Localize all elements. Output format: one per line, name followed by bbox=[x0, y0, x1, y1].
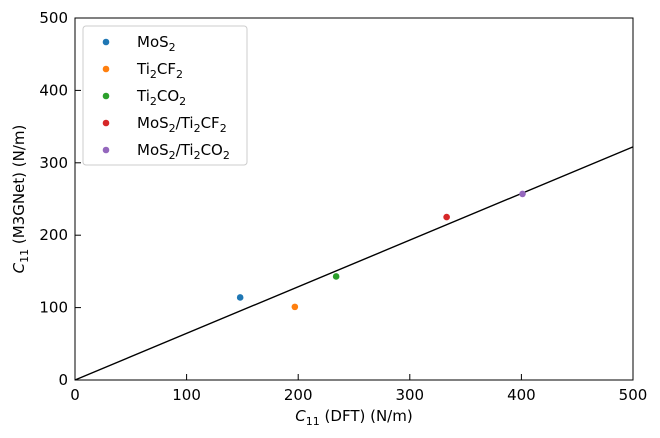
legend-label-part: 2 bbox=[169, 149, 176, 162]
legend-marker-1 bbox=[102, 65, 110, 73]
legend-label-part: CO bbox=[201, 141, 223, 159]
x-tick-label: 500 bbox=[619, 386, 648, 404]
plot-frame bbox=[74, 17, 634, 381]
x-axis-label-subscript: 11 bbox=[306, 415, 320, 428]
legend-label-0: MoS2 bbox=[137, 33, 176, 54]
legend-marker-2 bbox=[102, 92, 110, 100]
data-point-series-0 bbox=[236, 294, 244, 301]
legend-label-1: Ti2CF2 bbox=[136, 60, 183, 81]
legend-label-part: 2 bbox=[179, 95, 186, 108]
x-tick-label: 200 bbox=[284, 386, 313, 404]
y-axis-label-rest: (M3GNet) (N/m) bbox=[10, 125, 28, 249]
reference-line bbox=[74, 146, 634, 381]
y-axis-label-subscript: 11 bbox=[18, 249, 31, 263]
y-tick-label: 400 bbox=[39, 81, 68, 99]
legend-label-part: Ti bbox=[136, 60, 150, 78]
legend-label-part: /Ti bbox=[176, 141, 194, 159]
y-tick-label: 100 bbox=[39, 299, 68, 317]
legend-box bbox=[82, 25, 248, 166]
data-points bbox=[236, 190, 526, 311]
y-tick-label: 0 bbox=[58, 371, 68, 389]
legend-label-part: CO bbox=[157, 87, 179, 105]
x-tick-label: 100 bbox=[172, 386, 201, 404]
legend-label-part: /Ti bbox=[176, 114, 194, 132]
x-tick-label: 300 bbox=[395, 386, 424, 404]
legend-label-part: 2 bbox=[150, 95, 157, 108]
y-axis-label-symbol: C bbox=[10, 262, 28, 273]
data-point-series-4 bbox=[519, 190, 526, 198]
data-point-series-3 bbox=[443, 213, 450, 221]
legend-marker-4 bbox=[102, 146, 110, 154]
legend-label-part: 2 bbox=[150, 68, 157, 81]
legend-label-part: 2 bbox=[194, 122, 201, 135]
reference-line-group bbox=[74, 146, 634, 381]
y-tick-label: 500 bbox=[39, 9, 68, 27]
x-tick-label: 0 bbox=[70, 386, 80, 404]
y-tick-label: 200 bbox=[39, 226, 68, 244]
legend-label-part: 2 bbox=[194, 149, 201, 162]
x-axis-label-rest: (DFT) (N/m) bbox=[320, 407, 413, 425]
y-axis-ticks: 0 100 200 300 400 500 bbox=[39, 9, 81, 389]
legend-label-part: MoS bbox=[137, 33, 169, 51]
legend-label-4: MoS2/Ti2CO2 bbox=[137, 141, 230, 162]
legend-label-3: MoS2/Ti2CF2 bbox=[137, 114, 227, 135]
legend-label-part: 2 bbox=[169, 122, 176, 135]
x-axis-label: C11 (DFT) (N/m) bbox=[295, 407, 412, 428]
legend-label-part: MoS bbox=[137, 114, 169, 132]
x-tick-label: 400 bbox=[507, 386, 536, 404]
legend-marker-3 bbox=[102, 119, 110, 127]
y-axis-label: C11 (M3GNet) (N/m) bbox=[10, 125, 31, 274]
legend-label-part: 2 bbox=[220, 122, 227, 135]
x-axis-ticks: 0 100 200 300 400 500 bbox=[70, 374, 647, 404]
legend-marker-0 bbox=[102, 38, 110, 46]
y-tick-label: 300 bbox=[39, 154, 68, 172]
x-axis-label-symbol: C bbox=[295, 407, 306, 425]
data-point-series-1 bbox=[291, 303, 299, 311]
legend-label-part: 2 bbox=[223, 149, 230, 162]
legend-label-part: 2 bbox=[176, 68, 183, 81]
legend-label-part: Ti bbox=[136, 87, 150, 105]
legend-label-part: CF bbox=[157, 60, 176, 78]
data-point-series-2 bbox=[332, 273, 340, 280]
legend-label-2: Ti2CO2 bbox=[136, 87, 186, 108]
legend-label-part: MoS bbox=[137, 141, 169, 159]
legend-label-part: 2 bbox=[169, 41, 176, 54]
legend-label-part: CF bbox=[201, 114, 220, 132]
